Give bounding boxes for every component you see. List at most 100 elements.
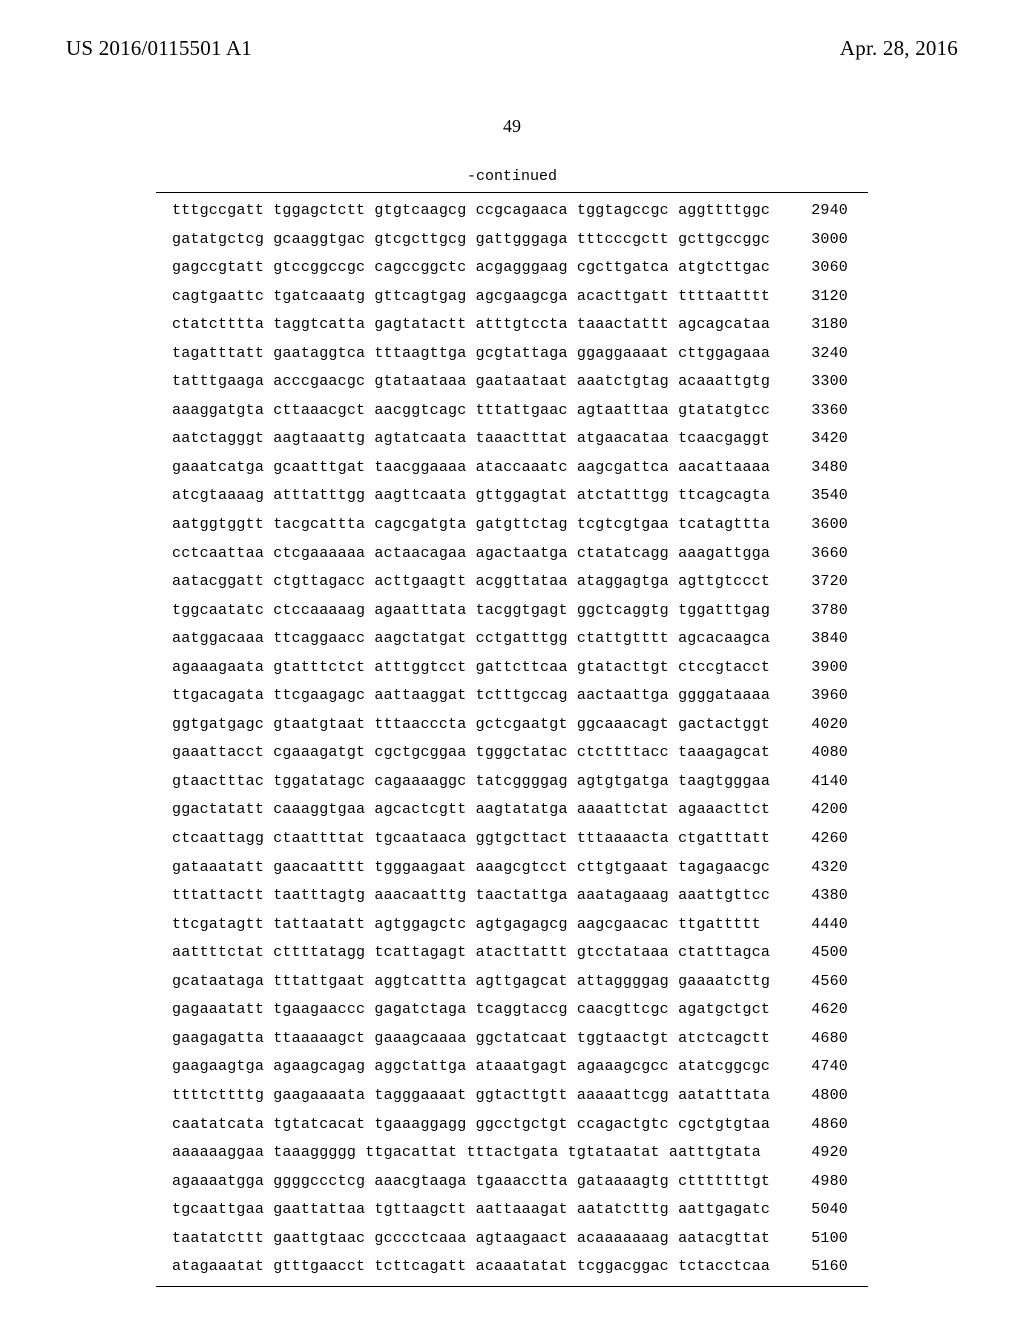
sequence-groups: atagaaatat gtttgaacct tcttcagatt acaaata… — [172, 1259, 770, 1274]
sequence-groups: taatatcttt gaattgtaac gcccctcaaa agtaaga… — [172, 1231, 770, 1246]
sequence-groups: gaagagatta ttaaaaagct gaaagcaaaa ggctatc… — [172, 1031, 770, 1046]
sequence-position: 4020 — [800, 717, 848, 732]
sequence-position: 4800 — [800, 1088, 848, 1103]
sequence-position: 3060 — [800, 260, 848, 275]
sequence-groups: ggactatatt caaaggtgaa agcactcgtt aagtata… — [172, 802, 770, 817]
sequence-groups: gaaatcatga gcaatttgat taacggaaaa ataccaa… — [172, 460, 770, 475]
sequence-row: tttattactt taatttagtg aaacaatttg taactat… — [156, 888, 868, 903]
sequence-groups: agaaaatgga ggggccctcg aaacgtaaga tgaaacc… — [172, 1174, 770, 1189]
sequence-groups: caatatcata tgtatcacat tgaaaggagg ggcctgc… — [172, 1117, 770, 1132]
sequence-row: gaagagatta ttaaaaagct gaaagcaaaa ggctatc… — [156, 1031, 868, 1046]
sequence-row: cctcaattaa ctcgaaaaaa actaacagaa agactaa… — [156, 546, 868, 561]
sequence-row: aatggtggtt tacgcattta cagcgatgta gatgttc… — [156, 517, 868, 532]
sequence-row: gaagaagtga agaagcagag aggctattga ataaatg… — [156, 1059, 868, 1074]
sequence-groups: ctatctttta taggtcatta gagtatactt atttgtc… — [172, 317, 770, 332]
sequence-position: 4920 — [800, 1145, 848, 1160]
sequence-row: aaaaaaggaa taaaggggg ttgacattat tttactga… — [156, 1145, 868, 1160]
sequence-row: caatatcata tgtatcacat tgaaaggagg ggcctgc… — [156, 1117, 868, 1132]
sequence-groups: aattttctat cttttatagg tcattagagt atactta… — [172, 945, 770, 960]
sequence-row: aatacggatt ctgttagacc acttgaagtt acggtta… — [156, 574, 868, 589]
sequence-row: taatatcttt gaattgtaac gcccctcaaa agtaaga… — [156, 1231, 868, 1246]
sequence-position: 3780 — [800, 603, 848, 618]
sequence-row: ggtgatgagc gtaatgtaat tttaacccta gctcgaa… — [156, 717, 868, 732]
sequence-position: 3900 — [800, 660, 848, 675]
sequence-row: tgcaattgaa gaattattaa tgttaagctt aattaaa… — [156, 1202, 868, 1217]
sequence-row: gcataataga tttattgaat aggtcattta agttgag… — [156, 974, 868, 989]
sequence-position: 3000 — [800, 232, 848, 247]
sequence-row: ctatctttta taggtcatta gagtatactt atttgtc… — [156, 317, 868, 332]
sequence-position: 4740 — [800, 1059, 848, 1074]
sequence-position: 4980 — [800, 1174, 848, 1189]
sequence-groups: tgcaattgaa gaattattaa tgttaagctt aattaaa… — [172, 1202, 770, 1217]
sequence-groups: tggcaatatc ctccaaaaag agaatttata tacggtg… — [172, 603, 770, 618]
sequence-groups: ttttcttttg gaagaaaata tagggaaaat ggtactt… — [172, 1088, 770, 1103]
sequence-groups: gcataataga tttattgaat aggtcattta agttgag… — [172, 974, 770, 989]
sequence-row: agaaagaata gtatttctct atttggtcct gattctt… — [156, 660, 868, 675]
sequence-position: 3240 — [800, 346, 848, 361]
sequence-groups: aatggtggtt tacgcattta cagcgatgta gatgttc… — [172, 517, 770, 532]
sequence-row: gagccgtatt gtccggccgc cagccggctc acgaggg… — [156, 260, 868, 275]
sequence-groups: aatctagggt aagtaaattg agtatcaata taaactt… — [172, 431, 770, 446]
sequence-groups: gagaaatatt tgaagaaccc gagatctaga tcaggta… — [172, 1002, 770, 1017]
sequence-position: 5040 — [800, 1202, 848, 1217]
sequence-row: gaaatcatga gcaatttgat taacggaaaa ataccaa… — [156, 460, 868, 475]
sequence-row: aattttctat cttttatagg tcattagagt atactta… — [156, 945, 868, 960]
sequence-row: aaaggatgta cttaaacgct aacggtcagc tttattg… — [156, 403, 868, 418]
sequence-row: cagtgaattc tgatcaaatg gttcagtgag agcgaag… — [156, 289, 868, 304]
sequence-groups: gagccgtatt gtccggccgc cagccggctc acgaggg… — [172, 260, 770, 275]
continued-label: -continued — [0, 168, 1024, 185]
sequence-row: agaaaatgga ggggccctcg aaacgtaaga tgaaacc… — [156, 1174, 868, 1189]
sequence-position: 3960 — [800, 688, 848, 703]
publication-date: Apr. 28, 2016 — [840, 36, 958, 61]
sequence-position: 3420 — [800, 431, 848, 446]
sequence-row: gaaattacct cgaaagatgt cgctgcggaa tgggcta… — [156, 745, 868, 760]
sequence-row: tttgccgatt tggagctctt gtgtcaagcg ccgcaga… — [156, 203, 868, 218]
sequence-position: 3360 — [800, 403, 848, 418]
sequence-row: aatggacaaa ttcaggaacc aagctatgat cctgatt… — [156, 631, 868, 646]
sequence-position: 3660 — [800, 546, 848, 561]
sequence-position: 4680 — [800, 1031, 848, 1046]
sequence-row: aatctagggt aagtaaattg agtatcaata taaactt… — [156, 431, 868, 446]
sequence-position: 4560 — [800, 974, 848, 989]
sequence-position: 4380 — [800, 888, 848, 903]
sequence-groups: aatggacaaa ttcaggaacc aagctatgat cctgatt… — [172, 631, 770, 646]
sequence-row: gtaactttac tggatatagc cagaaaaggc tatcggg… — [156, 774, 868, 789]
sequence-groups: cctcaattaa ctcgaaaaaa actaacagaa agactaa… — [172, 546, 770, 561]
sequence-position: 3180 — [800, 317, 848, 332]
sequence-groups: ttgacagata ttcgaagagc aattaaggat tctttgc… — [172, 688, 770, 703]
sequence-position: 4860 — [800, 1117, 848, 1132]
sequence-row: gatatgctcg gcaaggtgac gtcgcttgcg gattggg… — [156, 232, 868, 247]
sequence-row: tggcaatatc ctccaaaaag agaatttata tacggtg… — [156, 603, 868, 618]
publication-number: US 2016/0115501 A1 — [66, 36, 252, 61]
sequence-row: ttgacagata ttcgaagagc aattaaggat tctttgc… — [156, 688, 868, 703]
sequence-groups: tttattactt taatttagtg aaacaatttg taactat… — [172, 888, 770, 903]
sequence-row: atagaaatat gtttgaacct tcttcagatt acaaata… — [156, 1259, 868, 1274]
sequence-position: 3300 — [800, 374, 848, 389]
sequence-row: atcgtaaaag atttatttgg aagttcaata gttggag… — [156, 488, 868, 503]
sequence-position: 5160 — [800, 1259, 848, 1274]
sequence-position: 4200 — [800, 802, 848, 817]
sequence-row: gataaatatt gaacaatttt tgggaagaat aaagcgt… — [156, 860, 868, 875]
sequence-groups: agaaagaata gtatttctct atttggtcct gattctt… — [172, 660, 770, 675]
sequence-groups: aaaggatgta cttaaacgct aacggtcagc tttattg… — [172, 403, 770, 418]
sequence-position: 2940 — [800, 203, 848, 218]
sequence-groups: tttgccgatt tggagctctt gtgtcaagcg ccgcaga… — [172, 203, 770, 218]
sequence-position: 4140 — [800, 774, 848, 789]
sequence-groups: gaaattacct cgaaagatgt cgctgcggaa tgggcta… — [172, 745, 770, 760]
sequence-groups: aatacggatt ctgttagacc acttgaagtt acggtta… — [172, 574, 770, 589]
sequence-position: 3480 — [800, 460, 848, 475]
sequence-position: 4080 — [800, 745, 848, 760]
sequence-position: 4440 — [800, 917, 848, 932]
sequence-row: ttttcttttg gaagaaaata tagggaaaat ggtactt… — [156, 1088, 868, 1103]
sequence-row: gagaaatatt tgaagaaccc gagatctaga tcaggta… — [156, 1002, 868, 1017]
sequence-position: 4500 — [800, 945, 848, 960]
sequence-row: tatttgaaga acccgaacgc gtataataaa gaataat… — [156, 374, 868, 389]
sequence-table: tttgccgatt tggagctctt gtgtcaagcg ccgcaga… — [156, 192, 868, 1287]
sequence-position: 3840 — [800, 631, 848, 646]
page-number: 49 — [0, 116, 1024, 137]
sequence-position: 5100 — [800, 1231, 848, 1246]
sequence-row: tagatttatt gaataggtca tttaagttga gcgtatt… — [156, 346, 868, 361]
sequence-groups: gtaactttac tggatatagc cagaaaaggc tatcggg… — [172, 774, 770, 789]
sequence-row: ttcgatagtt tattaatatt agtggagctc agtgaga… — [156, 917, 868, 932]
sequence-groups: gataaatatt gaacaatttt tgggaagaat aaagcgt… — [172, 860, 770, 875]
